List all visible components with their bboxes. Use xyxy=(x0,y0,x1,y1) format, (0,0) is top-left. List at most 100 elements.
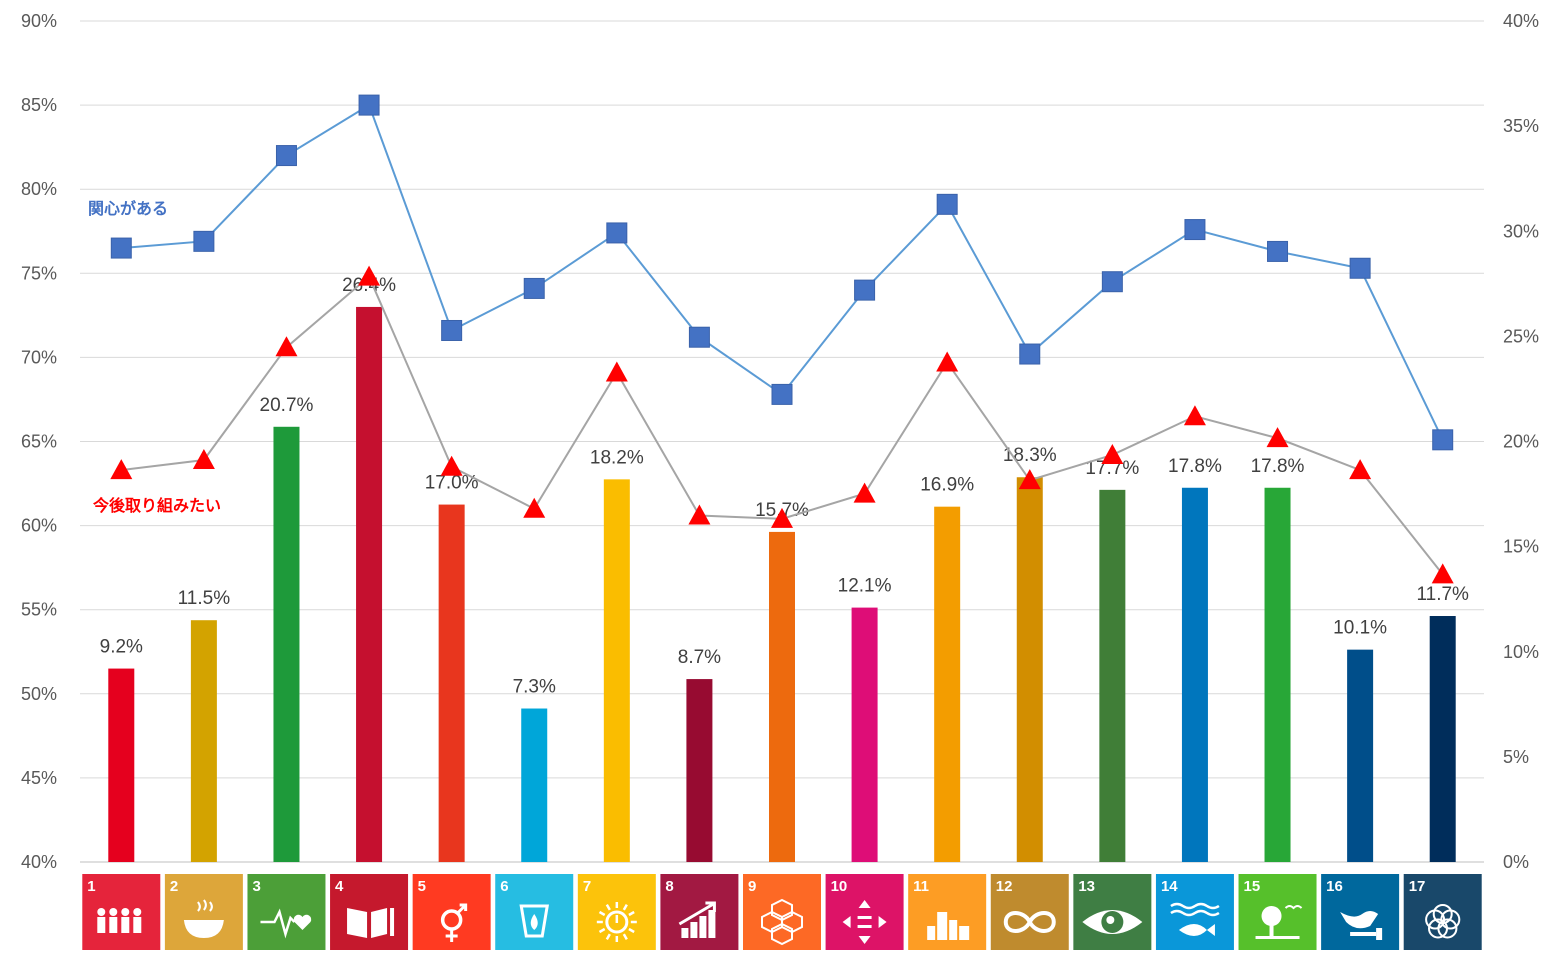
gender-icon xyxy=(440,903,468,942)
right-tick-label: 5% xyxy=(1503,747,1529,767)
bar-data-label: 8.7% xyxy=(678,647,721,668)
square-marker xyxy=(193,230,215,252)
bar xyxy=(273,426,300,862)
left-tick-label: 40% xyxy=(21,852,57,872)
bar xyxy=(934,506,961,862)
sdg-tile: 8 xyxy=(660,874,739,950)
triangle-marker xyxy=(1266,427,1289,448)
sdg-tile-number: 5 xyxy=(418,878,426,895)
equality-icon xyxy=(842,900,887,944)
people-icon xyxy=(97,908,142,933)
right-tick-label: 40% xyxy=(1503,11,1539,31)
bar xyxy=(1099,489,1126,862)
book-icon xyxy=(347,908,395,938)
sdg-tile-number: 12 xyxy=(996,878,1013,895)
bar-data-label: 11.5% xyxy=(178,588,231,609)
left-tick-label: 65% xyxy=(21,432,57,452)
left-tick-label: 85% xyxy=(21,95,57,115)
sdg-tile-number: 16 xyxy=(1326,878,1343,895)
bar-data-label: 17.8% xyxy=(1168,456,1222,477)
bar-data-label: 17.8% xyxy=(1251,456,1305,477)
triangle-marker xyxy=(771,507,793,528)
left-tick-label: 70% xyxy=(21,347,57,367)
triangle-marker xyxy=(275,336,298,357)
bar-data-label: 10.1% xyxy=(1333,618,1387,639)
bar-data-label: 16.9% xyxy=(920,475,974,496)
left-tick-label: 60% xyxy=(21,516,57,536)
sun-power-icon xyxy=(596,902,637,942)
triangle-marker xyxy=(358,265,381,286)
growth-chart-icon xyxy=(678,901,716,938)
bar xyxy=(1347,649,1374,862)
left-axis-ticks: 40% 45% 50% 55% 60% 65% 70% 75% 80% 85% 90% xyxy=(21,11,57,872)
sdg-tile-bg xyxy=(247,874,326,950)
right-tick-label: 20% xyxy=(1503,432,1539,452)
square-marker xyxy=(523,277,545,299)
right-tick-label: 10% xyxy=(1503,642,1539,662)
sdg-tile: 11 xyxy=(908,874,987,950)
series-line xyxy=(121,275,1444,575)
bar xyxy=(1429,616,1456,862)
sdg-tile-bg xyxy=(743,874,821,950)
tree-bird-icon xyxy=(1255,905,1303,939)
square-marker xyxy=(936,193,958,215)
square-marker xyxy=(771,383,793,405)
triangle-marker xyxy=(936,351,959,372)
sdg-tile: 13 xyxy=(1073,874,1152,950)
triangle-marker xyxy=(1431,563,1454,584)
bar xyxy=(356,306,383,862)
sdg-tile-number: 7 xyxy=(583,878,591,895)
left-tick-label: 75% xyxy=(21,263,57,283)
bar xyxy=(851,607,878,862)
bar-data-label: 17.7% xyxy=(1085,458,1139,479)
bar xyxy=(603,479,630,862)
sdg-tile: 2 xyxy=(164,874,243,950)
flower-rings-icon xyxy=(1425,904,1461,939)
sdg-tile-number: 2 xyxy=(170,878,178,895)
cubes-icon xyxy=(761,898,803,946)
right-axis-ticks: 0% 5% 10% 15% 20% 25% 30% 35% 40% xyxy=(1503,11,1539,872)
sdg-tile-number: 13 xyxy=(1078,878,1095,895)
square-marker xyxy=(1432,429,1454,451)
square-marker xyxy=(1184,219,1206,241)
sdg-tile-number: 9 xyxy=(748,878,756,895)
triangle-marker xyxy=(853,482,876,503)
triangle-marker xyxy=(1018,469,1041,490)
square-marker xyxy=(358,94,380,116)
sdg-tile-number: 10 xyxy=(831,878,848,895)
bar xyxy=(438,504,465,862)
sdg-tile-number: 8 xyxy=(665,878,673,895)
sdg-tile: 3 xyxy=(247,874,326,950)
triangle-marker xyxy=(1183,405,1206,426)
bar xyxy=(769,531,795,862)
sdg-tile-bg xyxy=(990,874,1069,950)
sdg-tile: 17 xyxy=(1403,874,1482,950)
triangle-marker xyxy=(688,504,711,525)
triangle-marker xyxy=(110,459,133,480)
left-tick-label: 45% xyxy=(21,768,57,788)
bowl-icon xyxy=(183,899,224,938)
sdg-tile: 5 xyxy=(412,874,491,950)
earth-eye-icon xyxy=(1082,910,1143,934)
dove-gavel-icon xyxy=(1340,911,1383,940)
fish-icon xyxy=(1170,902,1220,936)
bar-data-label: 18.2% xyxy=(590,447,644,468)
bar xyxy=(686,679,713,862)
line-series xyxy=(110,94,1454,584)
square-marker xyxy=(1349,257,1371,279)
square-marker xyxy=(606,222,628,244)
sdg-tile-number: 14 xyxy=(1161,878,1178,895)
bar-data-label: 20.7% xyxy=(260,395,314,416)
bar xyxy=(521,708,548,862)
right-tick-label: 25% xyxy=(1503,326,1539,346)
triangle-marker xyxy=(605,361,628,382)
series-label-action: 今後取り組みたい xyxy=(92,496,221,515)
right-tick-label: 0% xyxy=(1503,852,1529,872)
square-marker xyxy=(1019,343,1041,365)
left-tick-label: 90% xyxy=(21,11,57,31)
bar-data-label: 17.0% xyxy=(425,473,479,494)
sdg-tile: 14 xyxy=(1155,874,1234,950)
bar xyxy=(108,668,135,862)
square-marker xyxy=(688,326,710,348)
